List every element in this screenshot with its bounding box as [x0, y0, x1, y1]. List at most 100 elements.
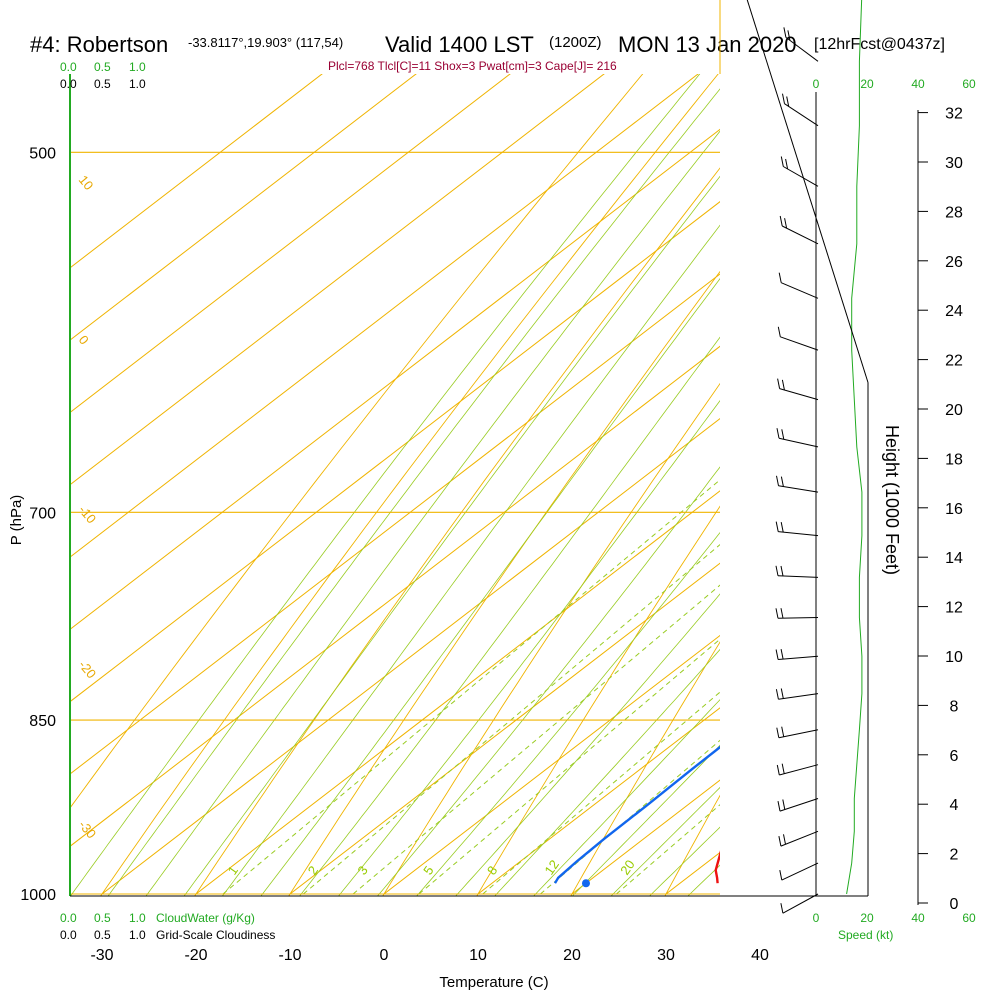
wind-barb [779, 798, 819, 812]
moist-adiabat [107, 88, 720, 896]
height-axis-label: Height (1000 Feet) [882, 425, 902, 575]
mixing-ratio-line [540, 739, 720, 895]
wind-barb [781, 225, 819, 245]
isotherm [70, 74, 323, 269]
wind-barb-flag [780, 522, 784, 533]
wind-barb [784, 103, 819, 127]
valid-time: Valid 1400 LST [385, 32, 534, 57]
cloud-scale-bottom-green-2: 1.0 [129, 911, 146, 925]
mixing-ratio-line [616, 804, 720, 895]
isotherm [70, 74, 699, 558]
height-tick-label: 32 [945, 106, 963, 123]
height-tick-label: 0 [950, 896, 959, 913]
temperature-tick-label: -20 [184, 947, 207, 964]
isotherm [854, 0, 1000, 894]
dry-adiabat [70, 74, 644, 809]
wind-barb [783, 166, 819, 187]
wind-barb-flag [778, 836, 782, 847]
mixing-ratio-label: 12 [541, 857, 562, 877]
wind-barb-flag [779, 215, 783, 227]
wind-barb-flag [775, 565, 779, 576]
height-tick-label: 14 [945, 550, 963, 567]
wind-barb [778, 531, 819, 537]
height-tick-label: 2 [950, 847, 959, 864]
station-title: #4: Robertson [30, 32, 168, 57]
isotherm [383, 634, 720, 895]
speed-scale: 0 20 40 60 0 20 40 60 Speed (kt) [813, 77, 976, 942]
speed-top-3: 60 [962, 77, 976, 91]
moist-adiabat [455, 593, 720, 896]
isotherm [70, 273, 720, 775]
height-tick-label: 4 [950, 797, 959, 814]
y-axis-label: P (hPa) [8, 495, 25, 546]
speed-label: Speed (kt) [838, 928, 893, 942]
moist-adiabat [260, 278, 720, 896]
temperature-tick-label: 0 [380, 947, 389, 964]
wind-barb-flag [776, 764, 780, 776]
dry-adiabat [734, 0, 1000, 946]
dry-adiabat [476, 505, 720, 896]
isotherm [760, 0, 1000, 894]
dry-adiabat-label: -30 [76, 817, 100, 841]
pressure-tick-label: 700 [29, 505, 56, 522]
isotherm [477, 707, 720, 895]
wind-barb [778, 485, 819, 493]
moist-adiabat [70, 74, 701, 896]
valid-date: MON 13 Jan 2020 [618, 32, 797, 57]
isotherm [70, 74, 605, 486]
moist-adiabat [533, 699, 720, 896]
moist-adiabat [299, 336, 720, 896]
wind-barb [780, 336, 819, 351]
wind-barb-flag [780, 903, 784, 914]
height-tick-label: 24 [945, 303, 963, 320]
cloud-scale-bottom-black-0: 0.0 [60, 928, 77, 942]
moist-adiabat [687, 864, 720, 896]
wind-barb-flag [779, 870, 783, 881]
dry-adiabat-label: 10 [734, 357, 772, 395]
wind-barb-flag [777, 378, 781, 389]
mixing-ratio-label: 8 [484, 863, 500, 878]
zulu-time: (1200Z) [549, 34, 602, 51]
isotherm [195, 490, 720, 895]
dry-adiabat-label: -20 [76, 657, 100, 681]
wind-barb [779, 764, 819, 776]
temperature-tick-label: -10 [278, 947, 301, 964]
speed-top-2: 40 [911, 77, 925, 91]
wind-barb-flag [786, 96, 790, 107]
wind-barb-flag [777, 326, 781, 337]
wind-barb-flag [780, 688, 784, 699]
pressure-tick-label: 1000 [20, 887, 56, 904]
height-tick-label: 28 [945, 204, 963, 221]
wind-barb-flag [780, 156, 784, 167]
cloud-scale-bottom-black-2: 1.0 [129, 928, 146, 942]
speed-bottom-1: 20 [860, 911, 874, 925]
cloud-water-label: CloudWater (g/Kg) [156, 911, 255, 925]
dry-adiabat [194, 167, 720, 896]
isotherm [70, 345, 720, 847]
x-axis-label: Temperature (C) [439, 974, 548, 991]
wind-barb-flag [780, 608, 784, 619]
wind-barb-flag [775, 689, 779, 700]
dry-adiabat-label: 0 [718, 231, 741, 255]
height-tick-label: 16 [945, 501, 963, 518]
wind-barb [778, 437, 819, 448]
cloud-scale-bottom-green-1: 0.5 [94, 911, 111, 925]
wind-barb [778, 655, 819, 660]
wind-barb-flag [785, 158, 789, 170]
cloud-scale-top: 0.0 0.5 1.0 0.0 0.5 1.0 [60, 60, 146, 91]
wind-barb [777, 575, 819, 578]
mixing-ratio-line [482, 691, 720, 895]
isotherm [289, 562, 720, 895]
forecast-info: [12hrFcst@0437z] [814, 36, 945, 53]
wind-barb [782, 893, 819, 914]
dry-adiabat [382, 382, 720, 896]
cloud-scale-top-black-1: 0.5 [94, 77, 111, 91]
dry-adiabat-label: 10 [76, 172, 97, 193]
cloud-scale-bottom-black-1: 0.5 [94, 928, 111, 942]
station-coords: -33.8117°,19.903° (117,54) [188, 35, 343, 50]
mixing-ratio-line [222, 479, 720, 895]
height-tick-label: 26 [945, 254, 963, 271]
temperature-tick-label: 10 [469, 947, 487, 964]
mixing-ratio-line [352, 584, 720, 895]
wind-barb-flag [781, 379, 785, 390]
